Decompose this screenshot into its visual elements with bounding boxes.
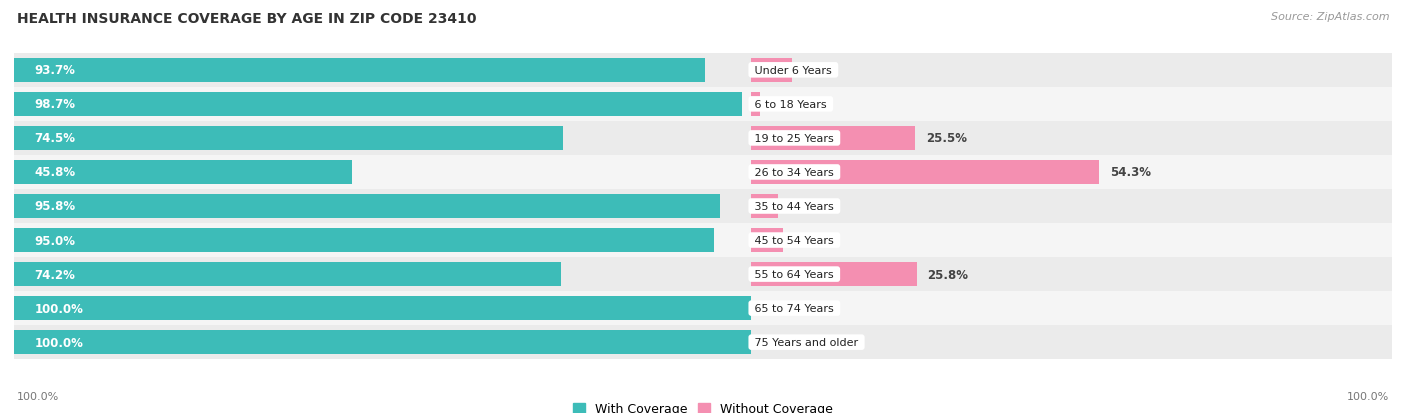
- Text: Source: ZipAtlas.com: Source: ZipAtlas.com: [1271, 12, 1389, 22]
- Bar: [14, 228, 714, 253]
- Text: 55 to 64 Years: 55 to 64 Years: [751, 269, 838, 280]
- Text: 100.0%: 100.0%: [35, 302, 83, 315]
- Bar: [14, 121, 1392, 156]
- Bar: [14, 126, 564, 151]
- Text: 6.3%: 6.3%: [803, 64, 835, 77]
- Text: 0.0%: 0.0%: [762, 336, 794, 349]
- Text: 5.0%: 5.0%: [794, 234, 827, 247]
- Bar: [14, 330, 751, 354]
- Text: 100.0%: 100.0%: [35, 336, 83, 349]
- Bar: [14, 223, 1392, 257]
- Bar: [14, 296, 751, 320]
- Bar: [14, 156, 1392, 190]
- Bar: [14, 325, 1392, 359]
- Text: Under 6 Years: Under 6 Years: [751, 66, 835, 76]
- Text: 26 to 34 Years: 26 to 34 Years: [751, 168, 838, 178]
- Text: 35 to 44 Years: 35 to 44 Years: [751, 202, 838, 211]
- Bar: [751, 59, 792, 83]
- Bar: [14, 190, 1392, 223]
- Bar: [14, 88, 1392, 121]
- Bar: [751, 126, 915, 151]
- Text: HEALTH INSURANCE COVERAGE BY AGE IN ZIP CODE 23410: HEALTH INSURANCE COVERAGE BY AGE IN ZIP …: [17, 12, 477, 26]
- Text: 25.5%: 25.5%: [925, 132, 967, 145]
- Bar: [14, 93, 741, 117]
- Bar: [751, 262, 917, 287]
- Bar: [14, 194, 720, 219]
- Bar: [14, 292, 1392, 325]
- Text: 25.8%: 25.8%: [928, 268, 969, 281]
- Bar: [751, 93, 759, 117]
- Text: 95.0%: 95.0%: [35, 234, 76, 247]
- Text: 74.2%: 74.2%: [35, 268, 76, 281]
- Bar: [14, 54, 1392, 88]
- Text: 4.2%: 4.2%: [789, 200, 823, 213]
- Text: 74.5%: 74.5%: [35, 132, 76, 145]
- Bar: [14, 59, 704, 83]
- Bar: [751, 194, 778, 219]
- Bar: [14, 257, 1392, 292]
- Text: 45 to 54 Years: 45 to 54 Years: [751, 235, 838, 245]
- Legend: With Coverage, Without Coverage: With Coverage, Without Coverage: [568, 397, 838, 413]
- Bar: [751, 228, 783, 253]
- Text: 98.7%: 98.7%: [35, 98, 76, 111]
- Bar: [751, 160, 1099, 185]
- Text: 0.0%: 0.0%: [762, 302, 794, 315]
- Text: 100.0%: 100.0%: [1347, 391, 1389, 401]
- Text: 45.8%: 45.8%: [35, 166, 76, 179]
- Text: 19 to 25 Years: 19 to 25 Years: [751, 133, 838, 144]
- Text: 65 to 74 Years: 65 to 74 Years: [751, 304, 838, 313]
- Text: 93.7%: 93.7%: [35, 64, 76, 77]
- Text: 54.3%: 54.3%: [1111, 166, 1152, 179]
- Bar: [14, 160, 352, 185]
- Text: 95.8%: 95.8%: [35, 200, 76, 213]
- Text: 75 Years and older: 75 Years and older: [751, 337, 862, 347]
- Bar: [14, 262, 561, 287]
- Text: 100.0%: 100.0%: [17, 391, 59, 401]
- Text: 6 to 18 Years: 6 to 18 Years: [751, 100, 831, 109]
- Text: 1.3%: 1.3%: [770, 98, 803, 111]
